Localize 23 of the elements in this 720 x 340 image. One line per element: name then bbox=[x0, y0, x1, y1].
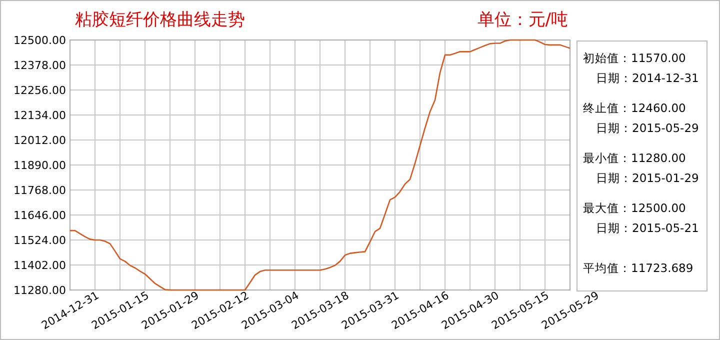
text: 日期：2015-05-21 bbox=[596, 221, 699, 235]
text: 日期：2015-01-29 bbox=[596, 171, 699, 185]
y-tick-label: 12134.00 bbox=[14, 109, 66, 122]
text: 终止值：12460.00 bbox=[583, 101, 686, 115]
text: 日期：2015-05-29 bbox=[596, 121, 699, 135]
y-tick-label: 12378.00 bbox=[14, 59, 66, 72]
y-tick-label: 12012.00 bbox=[14, 134, 66, 147]
y-tick-label: 11524.00 bbox=[14, 234, 66, 247]
text: 初始值：11570.00 bbox=[583, 51, 686, 65]
line-series bbox=[69, 39, 571, 291]
text: 日期：2014-12-31 bbox=[596, 71, 699, 85]
y-tick-label: 11890.00 bbox=[14, 159, 66, 172]
y-tick-label: 11646.00 bbox=[14, 209, 66, 222]
chart-title: 粘胶短纤价格曲线走势 bbox=[75, 10, 245, 30]
y-tick-label: 12500.00 bbox=[14, 34, 66, 47]
text: 平均值：11723.689 bbox=[583, 261, 694, 275]
y-tick-label: 11768.00 bbox=[14, 184, 66, 197]
text: 单位：元/吨 bbox=[477, 10, 568, 30]
text: 最大值：12500.00 bbox=[583, 201, 686, 215]
y-tick-label: 11402.00 bbox=[14, 259, 66, 272]
y-tick-label: 11280.00 bbox=[14, 284, 66, 297]
y-tick-label: 12256.00 bbox=[14, 84, 66, 97]
text: 最小值：11280.00 bbox=[583, 151, 686, 165]
